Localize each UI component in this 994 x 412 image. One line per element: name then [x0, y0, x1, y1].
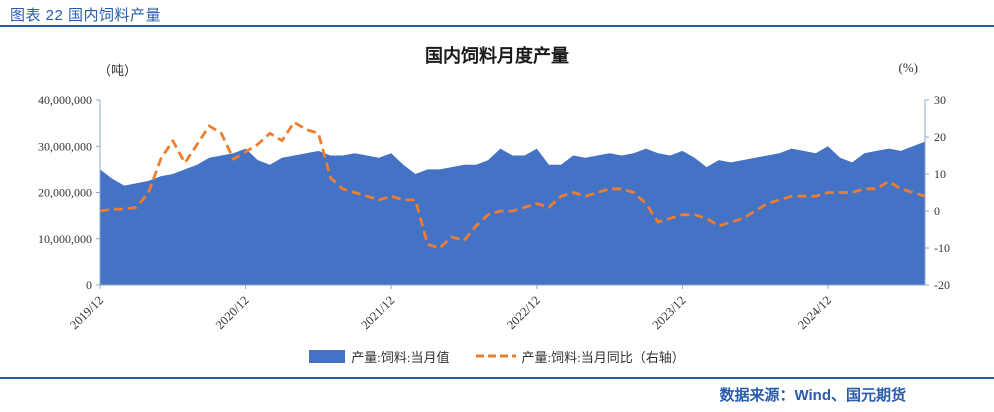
figure-caption: 图表 22 国内饲料产量 [10, 7, 162, 24]
chart-plot: 0 10,000,000 20,000,000 30,000,000 40,000,00… [38, 93, 950, 332]
chart-legend: 产量:饲料:当月值 产量:饲料:当月同比（右轴） [0, 346, 994, 366]
legend-swatch-production [309, 349, 346, 363]
svg-text:2019/12: 2019/12 [67, 293, 106, 332]
svg-text:10: 10 [934, 167, 946, 181]
right-axis-unit: (%) [898, 60, 919, 75]
svg-text:10,000,000: 10,000,000 [38, 232, 92, 246]
svg-text:2022/12: 2022/12 [504, 293, 543, 332]
production-area-series [100, 141, 925, 285]
svg-text:2023/12: 2023/12 [650, 293, 689, 332]
data-source: 数据来源：Wind、国元期货 [719, 387, 906, 404]
legend-item-yoy: 产量:饲料:当月同比（右轴） [475, 347, 685, 366]
svg-text:2024/12: 2024/12 [795, 293, 834, 332]
svg-text:2020/12: 2020/12 [213, 293, 252, 332]
left-axis-unit: （吨） [98, 63, 138, 78]
svg-text:40,000,000: 40,000,000 [38, 93, 92, 107]
chart-title: 国内饲料月度产量 [425, 46, 569, 66]
svg-text:20,000,000: 20,000,000 [38, 186, 92, 200]
legend-swatch-yoy [475, 354, 516, 358]
svg-text:0: 0 [934, 204, 940, 218]
svg-text:-20: -20 [934, 278, 950, 292]
svg-text:20: 20 [934, 130, 946, 144]
svg-text:30: 30 [934, 93, 946, 107]
svg-text:-10: -10 [934, 241, 950, 255]
svg-text:0: 0 [86, 278, 92, 292]
legend-label-production: 产量:饲料:当月值 [351, 349, 450, 365]
yoy-dashed-line-series [99, 120, 926, 250]
svg-text:30,000,000: 30,000,000 [38, 139, 92, 153]
header-divider [0, 25, 994, 27]
legend-label-yoy: 产量:饲料:当月同比（右轴） [521, 349, 685, 365]
svg-text:2021/12: 2021/12 [358, 293, 397, 332]
footer-divider [0, 377, 994, 379]
legend-item-production: 产量:饲料:当月值 [309, 347, 450, 366]
